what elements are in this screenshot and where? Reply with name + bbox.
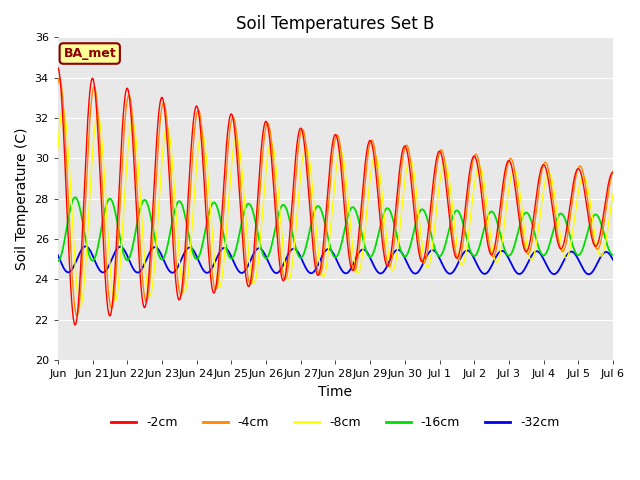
Line: -16cm: -16cm [58,197,613,261]
-16cm [54,258,61,264]
-8cm [54,146,61,152]
Title: Soil Temperatures Set B: Soil Temperatures Set B [236,15,435,33]
-4cm [74,312,81,318]
-32cm [378,270,385,276]
-16cm [74,197,81,203]
-8cm [268,139,275,145]
-8cm [74,288,81,294]
-32cm [585,271,593,277]
-2cm [268,153,275,159]
-8cm [393,253,401,259]
Line: -8cm: -8cm [58,109,613,306]
Legend: -2cm, -4cm, -8cm, -16cm, -32cm: -2cm, -4cm, -8cm, -16cm, -32cm [106,411,564,434]
-32cm [392,247,400,253]
-2cm [71,322,79,328]
-32cm [268,265,275,271]
-16cm [392,231,400,237]
-8cm [477,167,485,173]
-8cm [59,106,67,112]
-32cm [74,256,81,262]
-4cm [73,312,81,318]
-16cm [609,252,617,258]
Y-axis label: Soil Temperature (C): Soil Temperature (C) [15,127,29,270]
Line: -4cm: -4cm [58,78,613,315]
-32cm [609,257,617,263]
-32cm [54,252,61,258]
-4cm [477,176,485,181]
-2cm [54,65,61,71]
-4cm [378,213,385,219]
-8cm [378,186,385,192]
-16cm [477,237,485,242]
-32cm [315,260,323,266]
X-axis label: Time: Time [319,384,353,398]
-2cm [609,169,617,175]
Text: BA_met: BA_met [63,47,116,60]
-32cm [477,269,485,275]
-2cm [392,199,400,204]
-4cm [54,81,61,86]
-4cm [268,137,275,143]
-8cm [609,191,617,197]
Line: -2cm: -2cm [58,68,613,325]
-32cm [82,243,90,249]
-2cm [315,272,323,277]
-2cm [378,230,385,236]
-8cm [77,303,84,309]
-4cm [316,271,323,277]
-16cm [71,194,79,200]
-16cm [378,218,385,224]
-4cm [609,168,617,174]
Line: -32cm: -32cm [58,246,613,274]
-8cm [316,256,323,262]
-4cm [56,75,63,81]
-2cm [74,312,81,318]
-2cm [477,190,485,196]
-16cm [315,204,323,209]
-4cm [393,216,401,222]
-16cm [268,244,275,250]
